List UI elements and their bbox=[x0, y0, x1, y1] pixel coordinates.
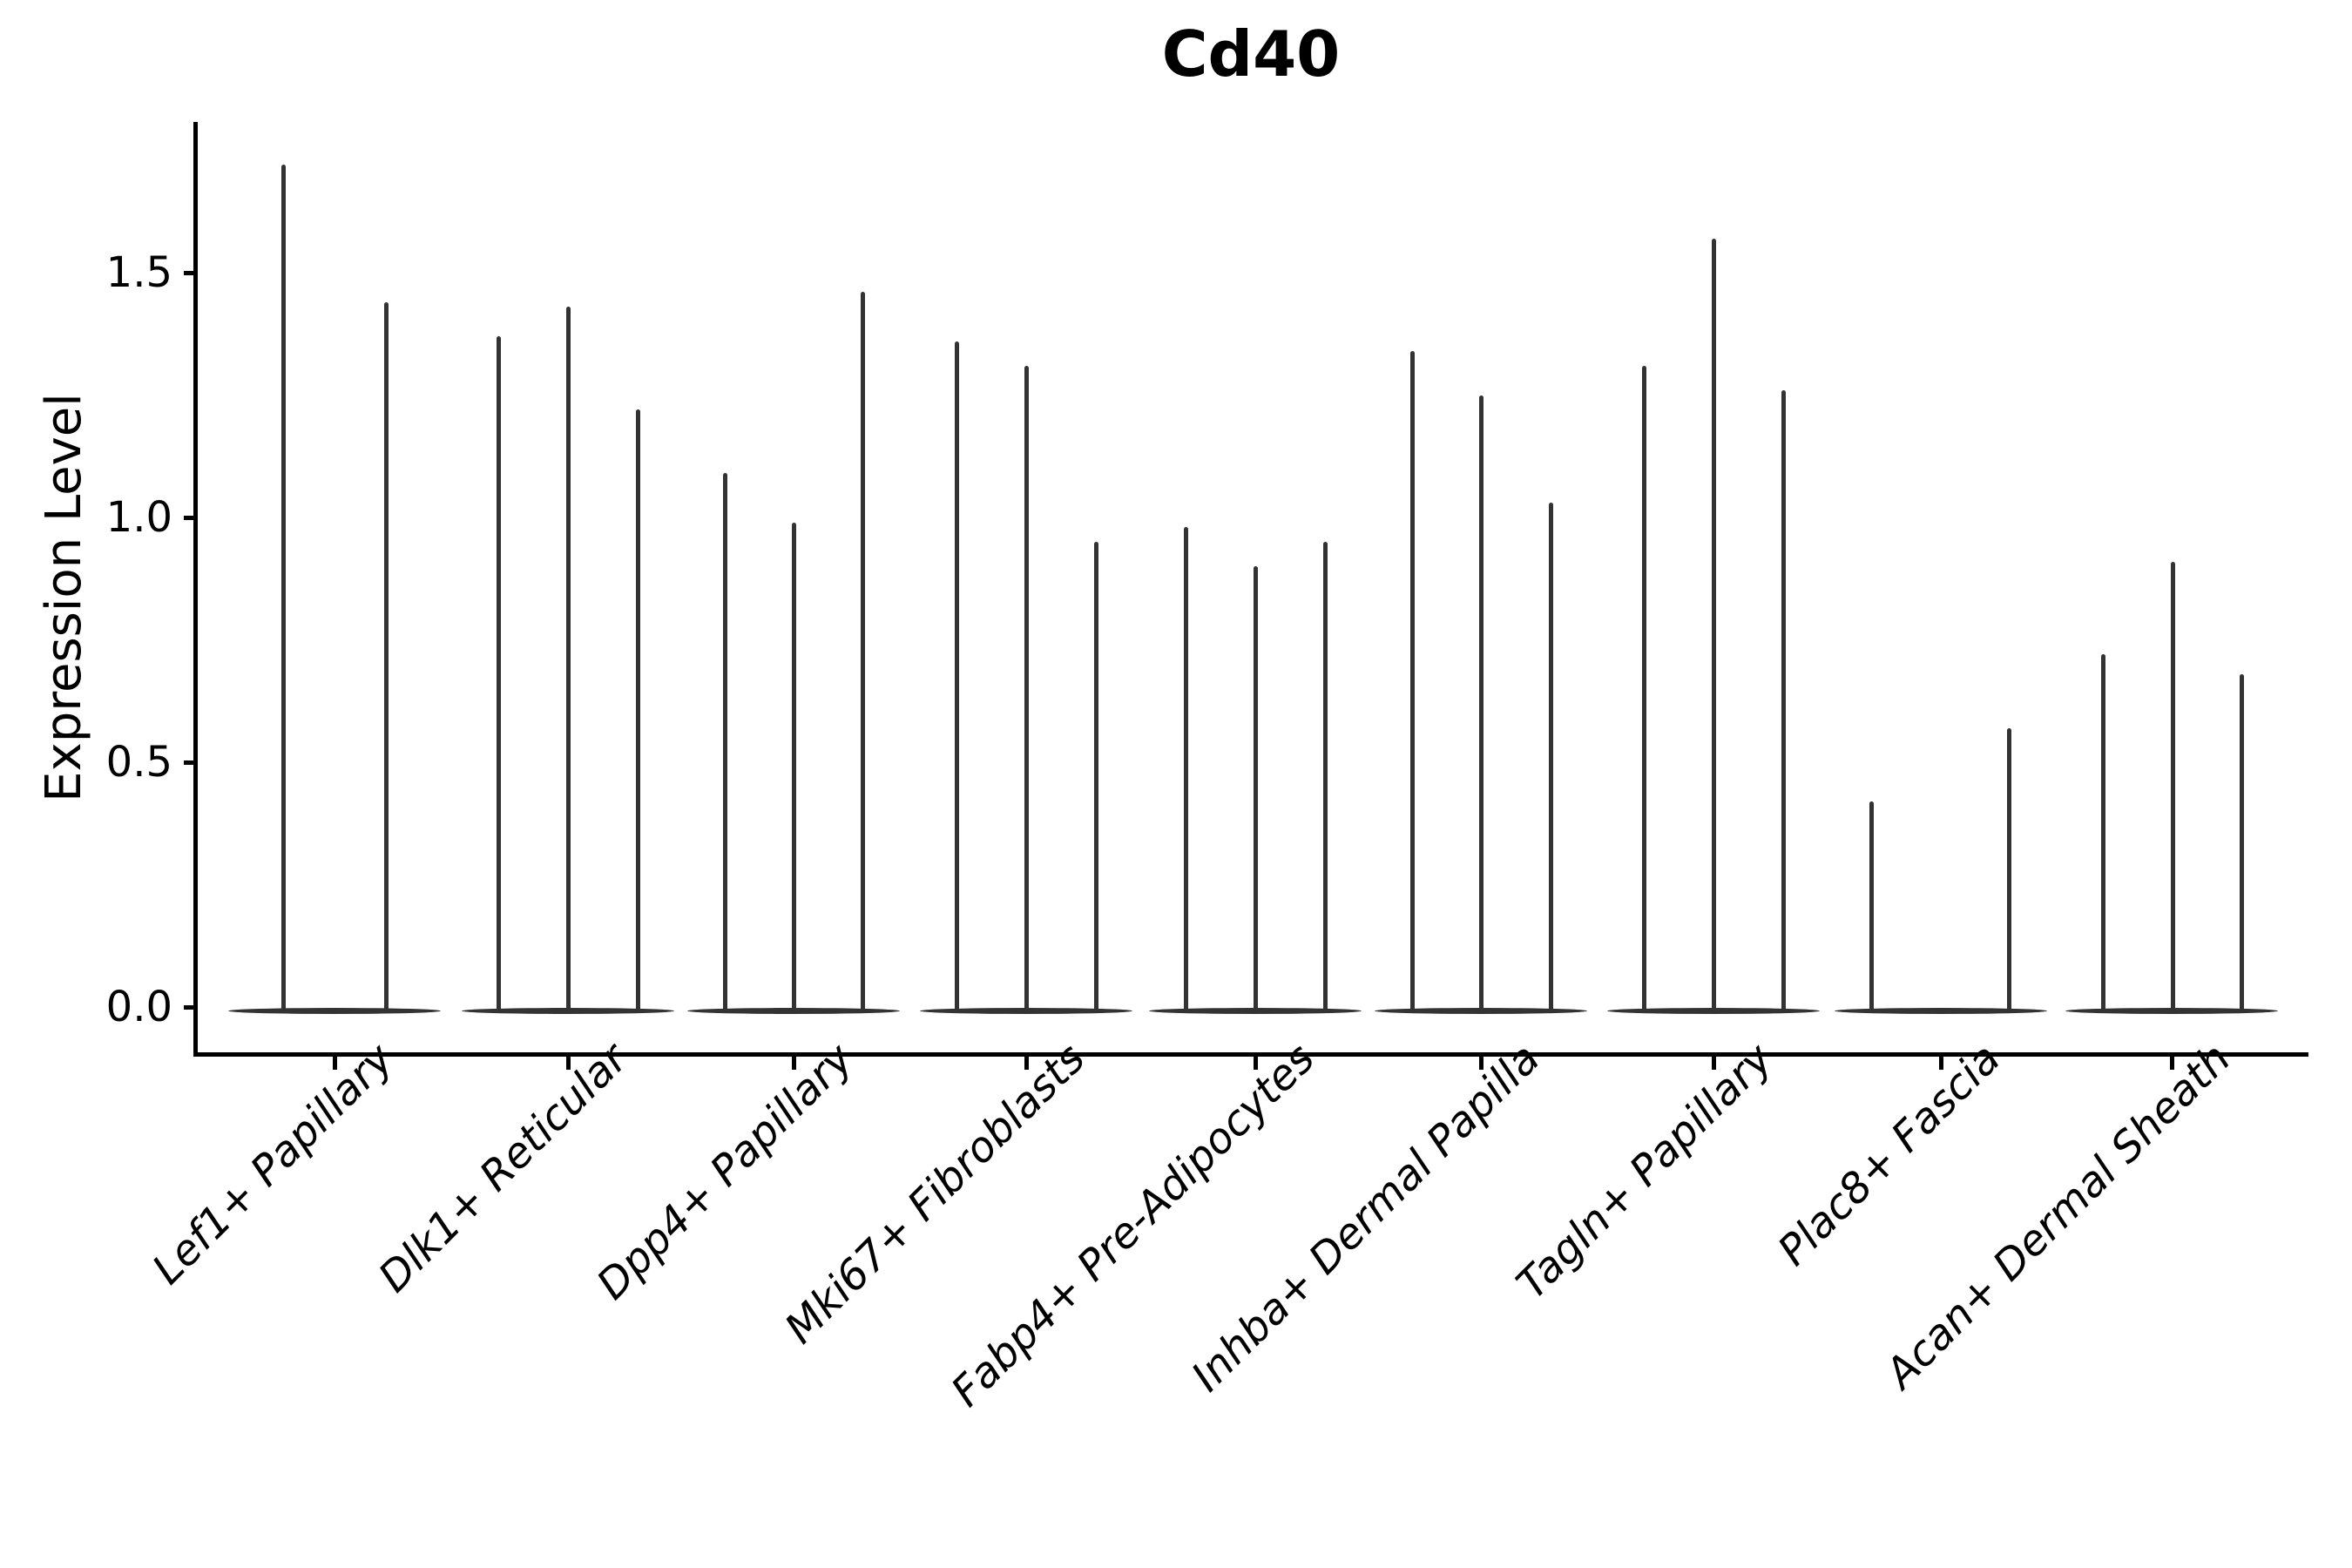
x-tick bbox=[1711, 1057, 1716, 1070]
chart-title: Cd40 bbox=[1161, 17, 1341, 91]
x-tick bbox=[1253, 1057, 1258, 1070]
violin-spike bbox=[496, 336, 501, 1011]
violin-spike bbox=[1183, 527, 1188, 1011]
x-tick-label-lef1-papillary: Lef1+ Papillary bbox=[143, 1034, 403, 1294]
x-tick bbox=[565, 1057, 571, 1070]
violin-spike bbox=[860, 292, 865, 1011]
violin-spike bbox=[2100, 654, 2105, 1011]
y-tick-label: 0.5 bbox=[105, 738, 172, 787]
x-tick bbox=[791, 1057, 796, 1070]
violin-spike bbox=[2170, 561, 2175, 1011]
violin-spike bbox=[954, 341, 959, 1011]
y-tick bbox=[184, 270, 193, 275]
x-tick bbox=[1478, 1057, 1484, 1070]
y-tick bbox=[184, 1004, 193, 1010]
x-axis-spine bbox=[193, 1052, 2308, 1057]
y-axis-spine bbox=[193, 122, 198, 1057]
violin-spike bbox=[1548, 503, 1553, 1011]
x-tick-label-tagln-papillary: Tagln+ Papillary bbox=[1507, 1034, 1782, 1309]
violin-spike bbox=[1409, 350, 1415, 1011]
y-tick-label: 0.0 bbox=[105, 983, 172, 1031]
y-tick bbox=[184, 515, 193, 520]
y-tick-label: 1.0 bbox=[105, 493, 172, 542]
violin-spike bbox=[1641, 365, 1646, 1011]
x-tick-label-dpp4-papillary: Dpp4+ Papillary bbox=[587, 1034, 862, 1309]
violin-spike bbox=[1253, 566, 1258, 1011]
y-tick-label: 1.5 bbox=[105, 248, 172, 297]
violin-spike bbox=[383, 301, 389, 1011]
violin-base bbox=[228, 1008, 441, 1014]
violin-spike bbox=[1478, 395, 1484, 1011]
violin-base bbox=[1835, 1008, 2047, 1014]
x-tick bbox=[1938, 1057, 1943, 1070]
x-tick bbox=[1024, 1057, 1029, 1070]
x-tick bbox=[2169, 1057, 2174, 1070]
y-tick bbox=[184, 760, 193, 765]
violin-spike bbox=[2239, 673, 2244, 1011]
violin-spike bbox=[1781, 389, 1786, 1011]
violin-spike bbox=[1322, 542, 1328, 1011]
violin-spike bbox=[280, 165, 286, 1011]
violin-spike bbox=[722, 473, 727, 1011]
violin-spike bbox=[2006, 727, 2011, 1011]
violin-spike bbox=[791, 522, 796, 1011]
x-tick bbox=[332, 1057, 337, 1070]
x-tick-label-dlk1-reticular: Dlk1+ Reticular bbox=[368, 1034, 637, 1302]
violin-spike bbox=[1869, 801, 1874, 1011]
violin-spike bbox=[635, 409, 640, 1011]
violin-spike bbox=[1093, 542, 1098, 1011]
violin-spike bbox=[1024, 365, 1029, 1011]
violin-spike bbox=[1711, 238, 1716, 1011]
violin-spike bbox=[565, 307, 571, 1011]
x-tick-label-plac8-fascia: Plac8+ Fascia bbox=[1768, 1034, 2010, 1275]
